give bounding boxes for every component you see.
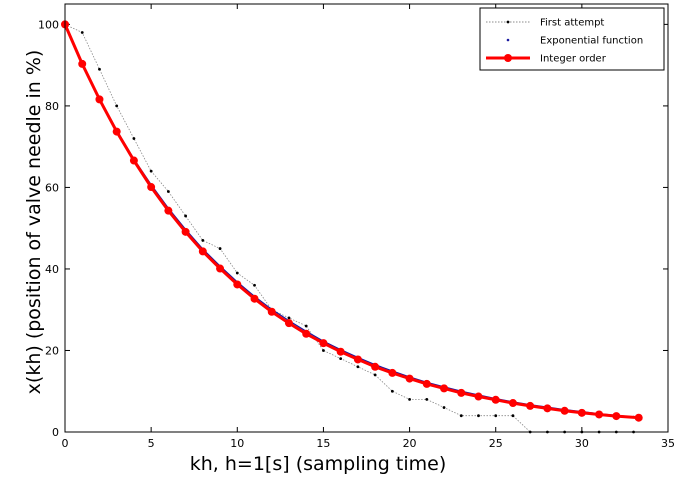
first-attempt-point-1: [80, 31, 84, 34]
y-tick-label-1: 20: [45, 344, 59, 357]
integer-order-point-13: [284, 319, 293, 328]
x-tick-label-4: 20: [403, 437, 417, 450]
first-attempt-point-3: [115, 104, 119, 108]
series-line-integer-order: [63, 23, 639, 420]
integer-order-point-19: [388, 368, 397, 377]
legend-marker-first-attempt: [506, 20, 510, 24]
legend-label-0: First attempt: [540, 18, 604, 29]
x-tick-label-7: 35: [661, 437, 675, 450]
integer-order-point-17: [353, 355, 362, 364]
first-attempt-point-14: [304, 324, 308, 328]
first-attempt-point-7: [184, 214, 188, 218]
integer-order-point-30: [577, 408, 586, 417]
first-attempt-point-5: [149, 169, 153, 173]
integer-order-point-9: [216, 264, 225, 273]
integer-order-point-22: [440, 384, 449, 393]
y-tick-label-5: 100: [38, 18, 59, 31]
y-tick-label-0: 0: [52, 426, 59, 439]
integer-order-point-1: [78, 59, 87, 68]
x-tick-label-5: 25: [489, 437, 503, 450]
first-attempt-point-21: [425, 397, 429, 401]
integer-order-point-14: [302, 329, 311, 338]
series-line-first-attempt: [64, 24, 634, 433]
integer-order-point-33: [634, 413, 643, 422]
integer-order-point-27: [526, 401, 535, 410]
first-attempt-point-6: [166, 190, 170, 193]
first-attempt-point-17: [356, 365, 360, 369]
x-tick-label-1: 5: [148, 437, 155, 450]
integer-order-point-10: [233, 280, 242, 289]
first-attempt-point-15: [322, 349, 325, 352]
plot-frame: [64, 3, 669, 433]
integer-order-point-15: [319, 339, 328, 348]
first-attempt-point-11: [253, 283, 256, 287]
integer-order-point-21: [422, 379, 431, 388]
integer-order-point-3: [112, 127, 121, 136]
integer-order-point-32: [612, 412, 621, 421]
integer-order-point-20: [405, 374, 414, 383]
first-attempt-point-19: [390, 389, 394, 393]
y-axis-label: x(kh) (position of valve needle in %): [23, 50, 45, 395]
y-tick-label-4: 80: [45, 100, 59, 113]
first-attempt-point-20: [408, 397, 411, 401]
first-attempt-point-24: [477, 414, 480, 418]
integer-order-point-26: [508, 399, 517, 408]
x-tick-label-0: 0: [62, 437, 69, 450]
legend-label-2: Integer order: [540, 54, 607, 65]
y-ticks: 0 20 40 60 80 100: [38, 18, 668, 439]
integer-order-point-25: [491, 395, 500, 404]
first-attempt-point-22: [442, 406, 446, 409]
first-attempt-point-10: [235, 271, 239, 275]
integer-order-point-5: [147, 183, 156, 192]
integer-order-point-18: [371, 362, 380, 371]
first-attempt-point-25: [494, 414, 498, 418]
integer-order-point-16: [336, 347, 345, 356]
first-attempt-point-23: [459, 414, 463, 418]
first-attempt-point-13: [287, 316, 291, 320]
integer-order-point-23: [457, 388, 466, 397]
integer-order-point-8: [198, 247, 207, 256]
x-ticks: 0 5 10 15 20 25 30 35: [62, 4, 675, 450]
integer-order-point-7: [181, 227, 190, 236]
x-tick-label-6: 30: [575, 437, 589, 450]
legend: First attempt Exponential function Integer…: [479, 7, 665, 71]
legend-marker-integer-order: [504, 54, 512, 62]
first-attempt-point-16: [339, 357, 343, 361]
integer-order-point-28: [543, 404, 552, 413]
integer-order-point-11: [250, 294, 259, 303]
y-tick-label-2: 40: [45, 263, 59, 276]
first-attempt-point-26: [511, 414, 515, 418]
y-tick-label-3: 60: [45, 181, 59, 194]
first-attempt-point-18: [373, 373, 377, 377]
integer-order-point-24: [474, 392, 483, 401]
integer-order-point-31: [595, 410, 604, 419]
x-tick-label-3: 15: [316, 437, 330, 450]
integer-order-point-6: [164, 206, 173, 215]
legend-label-1: Exponential function: [540, 36, 643, 47]
first-attempt-point-2: [98, 67, 101, 71]
integer-order-point-4: [129, 156, 138, 165]
first-attempt-point-4: [132, 137, 136, 140]
first-attempt-point-9: [218, 247, 222, 250]
legend-marker-exponential: [506, 38, 510, 42]
integer-order-point-2: [95, 95, 104, 104]
x-tick-label-2: 10: [230, 437, 244, 450]
x-axis-label: kh, h=1[s] (sampling time): [190, 453, 447, 475]
integer-order-point-12: [267, 307, 276, 316]
series-layer: [61, 20, 643, 434]
integer-order-point-29: [560, 406, 569, 415]
first-attempt-point-8: [201, 239, 205, 242]
